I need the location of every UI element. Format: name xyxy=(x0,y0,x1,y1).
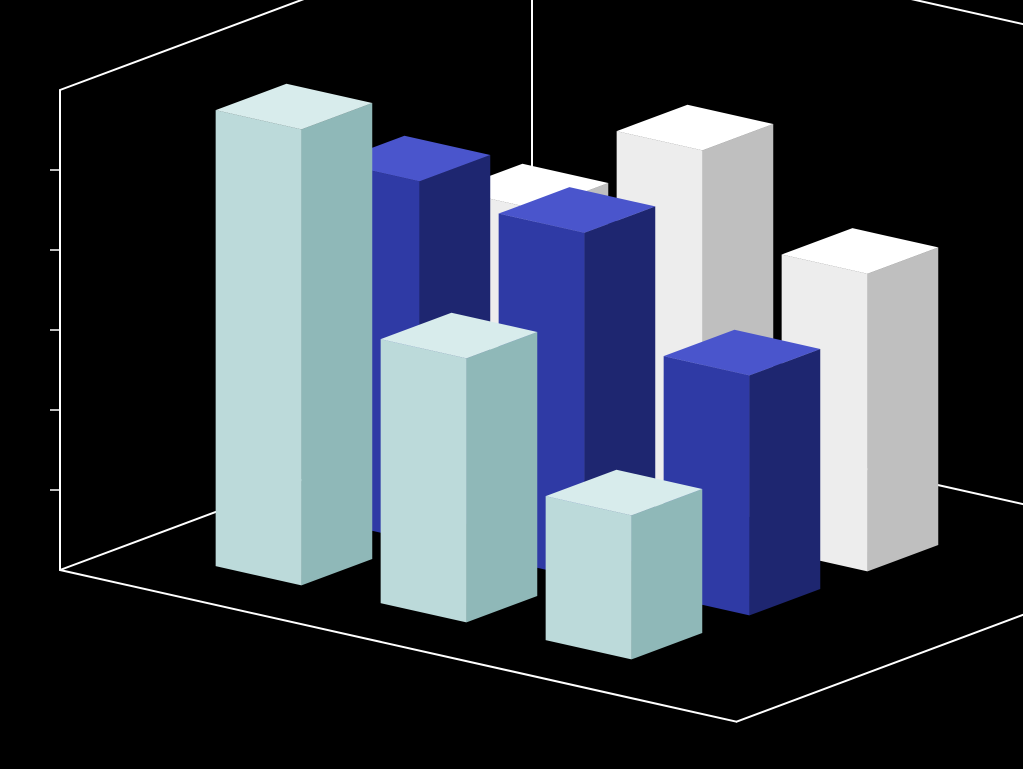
bar xyxy=(546,470,703,660)
bar xyxy=(381,313,538,623)
bar3d-chart xyxy=(0,0,1023,769)
bar xyxy=(216,84,373,586)
